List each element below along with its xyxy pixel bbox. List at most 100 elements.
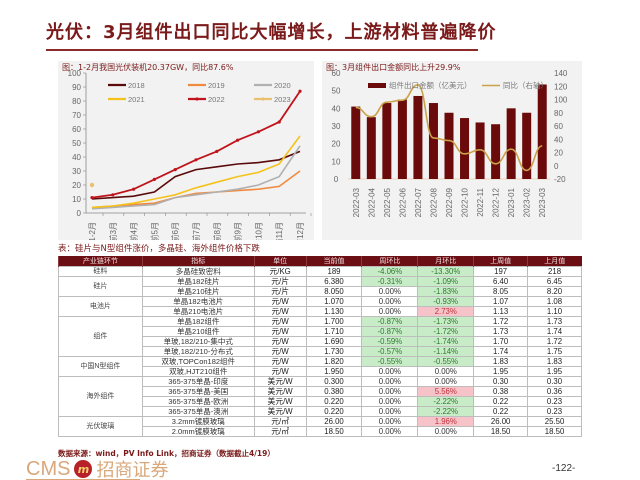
last-month-cell: 218 <box>527 266 582 277</box>
mom-cell: -1.09% <box>417 276 475 287</box>
segment-cell: 中国N型组件 <box>58 356 143 377</box>
mom-cell: -0.93% <box>417 296 475 307</box>
svg-text:40: 40 <box>554 135 563 144</box>
mom-cell: -1.14% <box>417 346 475 357</box>
header-mom: 月环比 <box>417 256 474 267</box>
table-row: 2.0mm镀膜玻璃 元/㎡ 18.50 0.00% 0.00% 18.50 18.50 <box>59 426 582 437</box>
mom-cell: 1.96% <box>417 416 475 427</box>
header-last-month: 上月值 <box>527 256 582 267</box>
unit-cell: 元/W <box>253 356 307 367</box>
indicator-cell: 双玻,TOPCon182组件 <box>141 356 255 367</box>
wow-cell: -0.55% <box>361 356 419 367</box>
svg-text:2023: 2023 <box>274 95 291 104</box>
indicator-cell: 365-375单晶-澳洲 <box>141 406 255 417</box>
svg-text:-20: -20 <box>554 175 566 184</box>
mom-cell: -1.83% <box>417 286 475 297</box>
wow-cell: 0.00% <box>361 376 419 387</box>
table-row: 双玻,HJT210组件 元/W 1.950 0.00% 0.00% 1.95 1.95 <box>59 366 582 377</box>
indicator-cell: 365-375单晶-欧洲 <box>141 396 255 407</box>
table-row: 电池片 单晶182电池片 元/W 1.070 0.00% -0.93% 1.07 1.08 <box>58 296 582 317</box>
svg-text:10: 10 <box>72 195 81 204</box>
last-week-cell: 0.22 <box>473 396 529 407</box>
segment-cell: 光伏玻璃 <box>58 416 143 437</box>
unit-cell: 元/W <box>253 296 307 307</box>
table-row: 单玻,182/210-分布式 元/W 1.730 -0.57% -1.14% 1.74 1.… <box>59 346 582 357</box>
exports-bar-line-chart: 0 10 20 30 40 50 60 -20 0 20 40 60 80 100 120 140 2022-0… <box>332 69 568 217</box>
current-value-cell: 8.050 <box>305 286 363 297</box>
unit-cell: 元/W <box>253 316 307 327</box>
svg-text:2019: 2019 <box>208 81 225 90</box>
indicator-cell: 单晶210电池片 <box>141 306 255 317</box>
wow-cell: 0.00% <box>361 396 419 407</box>
current-value-cell: 1.700 <box>305 316 363 327</box>
svg-text:前6月: 前6月 <box>170 222 180 240</box>
last-month-cell: 0.23 <box>527 396 582 407</box>
wow-cell: -0.87% <box>361 316 419 327</box>
svg-text:同比（右轴）: 同比（右轴） <box>503 80 548 90</box>
svg-text:前5月: 前5月 <box>149 222 159 240</box>
table-row: 365-375单晶-澳洲 美元/W 0.220 0.00% -2.22% 0.22 0.23 <box>59 406 582 417</box>
title-divider <box>46 49 478 51</box>
last-week-cell: 0.22 <box>473 406 529 417</box>
indicator-cell: 单晶182硅片 <box>141 276 255 287</box>
svg-text:20: 20 <box>332 140 341 149</box>
indicator-cell: 365-375单晶-印度 <box>141 376 255 387</box>
svg-text:30: 30 <box>72 167 81 176</box>
unit-cell: 美元/W <box>253 396 307 407</box>
indicator-cell: 单晶210组件 <box>141 326 255 337</box>
indicator-cell: 单晶182电池片 <box>141 296 255 307</box>
mom-cell: -1.72% <box>417 326 475 337</box>
source-note: 数据来源：wind，PV Info Link，招商证券（数据截止4/19） <box>58 449 275 458</box>
logo-latin: CMS <box>26 457 71 480</box>
wow-cell: 0.00% <box>361 306 419 317</box>
indicator-cell: 2.0mm镀膜玻璃 <box>141 426 255 437</box>
segment-cell: 海外组件 <box>58 376 143 417</box>
table-row: 硅片 单晶182硅片 元/片 6.380 -0.31% -1.09% 6.40 6.45 <box>58 276 582 297</box>
unit-cell: 元/㎡ <box>253 416 307 427</box>
indicator-cell: 单玻,182/210-集中式 <box>141 336 255 347</box>
wow-cell: -0.31% <box>361 276 419 287</box>
svg-text:10: 10 <box>332 157 341 166</box>
svg-text:2022-08: 2022-08 <box>429 187 438 217</box>
unit-cell: 美元/W <box>253 386 307 397</box>
segment-cell: 组件 <box>58 316 143 357</box>
last-week-cell: 1.83 <box>473 356 529 367</box>
last-month-cell: 1.10 <box>527 306 582 317</box>
indicator-cell: 双玻,HJT210组件 <box>141 366 255 377</box>
current-value-cell: 0.300 <box>305 376 363 387</box>
table-caption: 表：硅片与N型组件涨价，多晶硅、海外组件价格下跌 <box>58 244 260 254</box>
svg-text:2023-02: 2023-02 <box>523 187 532 217</box>
current-value-cell: 6.380 <box>305 276 363 287</box>
last-month-cell: 1.73 <box>527 316 582 327</box>
header-current: 当前值 <box>305 256 362 267</box>
svg-text:2021: 2021 <box>128 95 145 104</box>
wow-cell: -0.57% <box>361 346 419 357</box>
table-row: 中国N型组件 双玻,TOPCon182组件 元/W 1.820 -0.55% -0.55%… <box>58 356 582 377</box>
last-month-cell: 1.74 <box>527 326 582 337</box>
header-unit: 单位 <box>253 256 307 267</box>
current-value-cell: 1.730 <box>305 346 363 357</box>
svg-text:60: 60 <box>554 122 563 131</box>
svg-text:前9月: 前9月 <box>233 222 243 240</box>
svg-text:2022: 2022 <box>208 95 225 104</box>
indicator-cell: 多晶硅致密料 <box>141 266 255 277</box>
table-row: 组件 单晶182组件 元/W 1.700 -0.87% -1.73% 1.72 1.73 <box>58 316 582 357</box>
current-value-cell: 0.220 <box>305 406 363 417</box>
installations-line-chart: 0 10 20 30 40 50 60 70 80 90 100 1-2月 前3月 前4月 前5月 前6月 前7… <box>68 69 312 240</box>
wow-cell: 0.00% <box>361 286 419 297</box>
table-header-row: 产业链环节 指标 单位 当前值 周环比 月环比 上周值 上月值 <box>58 256 582 267</box>
svg-text:100: 100 <box>68 69 82 78</box>
svg-text:20: 20 <box>554 149 563 158</box>
segment-cell: 电池片 <box>58 296 143 317</box>
last-week-cell: 0.38 <box>473 386 529 397</box>
last-month-cell: 1.95 <box>527 366 582 377</box>
unit-cell: 元/片 <box>253 276 307 287</box>
exports-chart-panel: 图：3月组件出口金额同比上升29.9% 0 10 20 30 40 50 60 -20 0 20 4… <box>322 61 582 240</box>
svg-text:80: 80 <box>72 97 81 106</box>
svg-text:60: 60 <box>72 125 81 134</box>
last-week-cell: 1.13 <box>473 306 529 317</box>
last-week-cell: 1.95 <box>473 366 529 377</box>
svg-text:70: 70 <box>72 111 81 120</box>
wow-cell: 0.00% <box>361 296 419 307</box>
last-week-cell: 26.00 <box>473 416 529 427</box>
